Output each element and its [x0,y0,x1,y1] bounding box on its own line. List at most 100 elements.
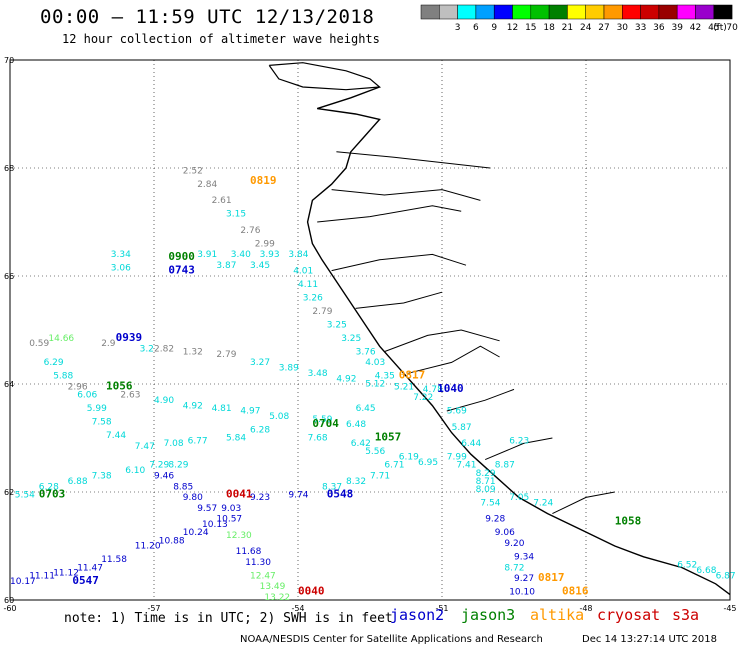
wave-height-value: 5.69 [447,407,467,417]
footer-note: note: 1) Time is in UTC; 2) SWH is in fe… [64,611,393,626]
wave-height-value: 14.66 [48,334,74,344]
greenland-coastline [306,86,731,596]
fjord-line [552,491,615,515]
legend-level-label: 39 [671,23,683,33]
wave-height-value: 4.78 [423,385,443,395]
wave-height-value: 5.21 [394,382,414,392]
wave-height-value: 10.57 [216,515,242,525]
wave-height-value: 8.87 [495,461,515,471]
wave-height-value: 8.85 [173,482,193,492]
wave-height-value: 10.13 [202,520,228,530]
fjord-line [317,205,462,223]
wave-height-value: 4.97 [240,407,260,417]
mission-jason2: jason2 [390,606,445,624]
track-time-label: 0703 [39,487,66,500]
mission-s3a: s3a [672,606,700,624]
wave-height-value: 2.82 [154,345,174,355]
wave-height-value: 8.72 [504,563,524,573]
wave-height-value: 3.89 [279,364,299,374]
wave-height-value: 11.12 [53,569,79,579]
wave-height-value: 3.48 [308,369,328,379]
wave-height-value: 8.32 [346,477,366,487]
legend-level-label: 33 [635,23,646,33]
wave-height-value: 4.92 [183,401,203,411]
wave-height-value: 5.08 [269,412,289,422]
wave-height-value: 6.19 [399,453,419,463]
wave-height-value: 6.44 [461,439,481,449]
wave-height-value: 6.48 [346,420,366,430]
track-time-label: 1057 [375,431,402,444]
legend-level-label: 70 [726,23,738,33]
lon-tick-label: -54 [291,604,304,613]
fjord-line [355,291,443,309]
legend-level-label: 21 [562,23,573,33]
track-time-label: 0547 [72,574,99,587]
lon-tick-label: -48 [579,604,592,613]
wave-height-value: 3.84 [288,250,308,260]
wave-height-value: 7.71 [370,472,390,482]
wave-height-value: 10.17 [10,577,36,587]
lon-tick-label: -45 [723,604,736,613]
wave-height-value: 2.61 [212,196,232,206]
lat-tick-label: 68 [4,164,14,173]
generated-timestamp: Dec 14 13:27:14 UTC 2018 [582,634,717,645]
lon-tick-label: -57 [147,604,160,613]
fjord-line [408,345,500,374]
wave-height-value: 2.96 [68,382,88,392]
wave-height-value: 4.92 [336,374,356,384]
wave-height-value: 5.84 [226,434,246,444]
wave-height-value: 8.29 [168,461,188,471]
wave-height-value: 2.76 [240,226,260,236]
track-time-label: 1040 [437,382,464,395]
wave-height-value: 8.71 [476,477,496,487]
lat-tick-label: 70 [4,56,14,65]
wave-height-value: 3.45 [250,261,270,271]
wave-height-value: 3.25 [327,320,347,330]
wave-height-value: 3.34 [111,250,131,260]
lat-tick-label: 60 [4,596,14,605]
wave-height-value: 2.79 [216,350,236,360]
track-time-label: 0939 [116,331,143,344]
wave-height-value: 6.71 [384,461,404,471]
wave-height-value: 12.47 [250,571,276,581]
wave-height-value: 5.54 [15,490,35,500]
wave-height-value: 11.11 [29,571,55,581]
wave-height-value: 6.42 [351,439,371,449]
wave-height-value: 7.05 [509,493,529,503]
wave-height-value: 3.93 [260,250,280,260]
legend-level-label: 12 [507,23,518,33]
legend-level-label: 3 [455,23,461,33]
wave-height-value: 9.46 [154,472,174,482]
wave-height-value: 7.47 [135,442,155,452]
wave-height-value: 13.49 [260,582,286,592]
wave-height-value: 6.10 [125,466,145,476]
wave-height-value: 4.35 [375,372,395,382]
wave-height-value: 3.40 [231,250,251,260]
wave-height-value: 9.28 [485,515,505,525]
mission-altika: altika [530,606,585,624]
legend-swatch [713,4,733,20]
lat-tick-label: 64 [4,380,14,389]
wave-height-value: 6.45 [356,404,376,414]
track-time-label: 1056 [106,379,133,392]
wave-height-value: 7.41 [456,461,476,471]
chart-subtitle: 12 hour collection of altimeter wave hei… [62,32,380,46]
track-time-label: 0548 [327,487,354,500]
wave-height-value: 7.54 [480,499,500,509]
wave-height-value: 3.76 [356,347,376,357]
wave-height-value: 6.52 [677,561,697,571]
legend-level-label: 27 [598,23,609,33]
wave-height-value: 4.01 [293,266,313,276]
color-legend: 3 6 9 12 15 18 21 24 27 30 33 36 39 42 45 70(ft) [420,4,738,33]
wave-height-value: 2.84 [197,180,217,190]
lon-tick-label: -60 [3,604,16,613]
legend-level-label: 15 [525,23,536,33]
fjord-line [485,437,553,461]
wave-height-value: 10.24 [183,528,209,538]
fjord-line [336,151,491,169]
wave-height-value: 3.26 [303,293,323,303]
track-time-label: 0743 [168,263,195,276]
wave-height-value: 3.27 [250,358,270,368]
track-time-label: 0819 [250,174,277,187]
